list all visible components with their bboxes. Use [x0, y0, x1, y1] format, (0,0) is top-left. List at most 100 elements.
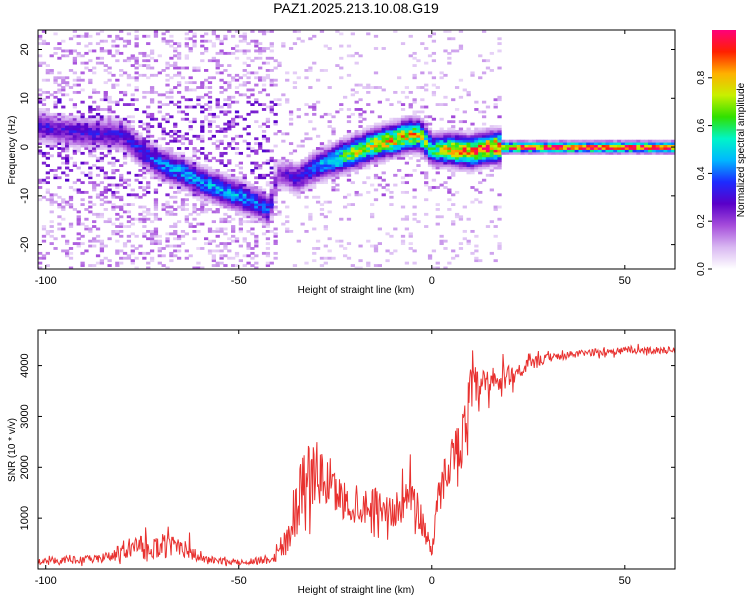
heatmap-cell: [296, 37, 301, 41]
heatmap-cell: [451, 256, 456, 260]
heatmap-cell: [231, 234, 236, 238]
heatmap-cell: [153, 205, 159, 209]
heatmap-cell: [327, 151, 332, 155]
heatmap-cell: [285, 159, 290, 163]
heatmap-cell: [61, 198, 66, 202]
heatmap-cell: [180, 186, 186, 189]
heatmap-cell: [126, 234, 132, 238]
heatmap-cell: [339, 159, 344, 163]
heatmap-cell: [242, 61, 247, 65]
heatmap-cell: [72, 142, 78, 146]
heatmap-cell: [551, 139, 556, 143]
heatmap-cell: [362, 110, 367, 114]
heatmap-cell: [269, 110, 274, 114]
heatmap-cell: [373, 264, 379, 267]
heatmap-cell: [315, 173, 321, 177]
heatmap-cell: [45, 142, 50, 146]
heatmap-cell: [296, 166, 301, 170]
heatmap-cell: [149, 73, 155, 77]
heatmap-cell: [231, 95, 236, 99]
heatmap-cell: [342, 139, 348, 143]
heatmap-cell: [68, 156, 74, 160]
heatmap-cell: [65, 54, 70, 58]
heatmap-cell: [41, 125, 47, 128]
heatmap-cell: [323, 147, 328, 150]
heatmap-cell: [142, 171, 147, 175]
heatmap-cell: [339, 44, 344, 48]
heatmap-cell: [400, 137, 406, 141]
heatmap-cell: [563, 142, 568, 146]
heatmap-cell: [95, 112, 101, 116]
heatmap-cell: [107, 200, 112, 204]
heatmap-cell: [539, 139, 545, 143]
heatmap-cell: [219, 186, 224, 189]
heatmap-cell: [88, 59, 93, 63]
heatmap-cell: [512, 142, 518, 146]
heatmap-cell: [122, 178, 128, 182]
heatmap-cell: [227, 200, 232, 204]
heatmap-cell: [231, 117, 236, 121]
heatmap-cell: [254, 254, 259, 258]
heatmap-cell: [103, 134, 108, 138]
heatmap-cell: [605, 151, 610, 155]
heatmap-cell: [385, 183, 390, 187]
heatmap-cell: [277, 210, 282, 214]
heatmap-cell: [323, 178, 328, 182]
heatmap-cell: [122, 120, 128, 124]
heatmap-cell: [331, 166, 336, 170]
heatmap-cell: [142, 139, 147, 143]
heatmap-cell: [215, 115, 220, 119]
heatmap-cell: [308, 66, 313, 70]
heatmap-cell: [331, 144, 336, 148]
heatmap-cell: [296, 108, 301, 111]
heatmap-cell: [165, 73, 170, 77]
heatmap-cell: [312, 181, 317, 185]
heatmap-cell: [462, 161, 467, 165]
heatmap-cell: [578, 139, 583, 143]
heatmap-cell: [80, 115, 85, 119]
heatmap-cell: [149, 98, 155, 102]
heatmap-cell: [254, 198, 259, 202]
heatmap-cell: [377, 151, 382, 155]
heatmap-cell: [80, 127, 85, 131]
heatmap-cell: [497, 247, 502, 250]
heatmap-cell: [99, 190, 105, 194]
heatmap-cell: [508, 149, 514, 153]
heatmap-cell: [308, 120, 313, 124]
heatmap-cell: [246, 229, 251, 233]
heatmap-cell: [505, 147, 510, 150]
heatmap-cell: [119, 129, 124, 133]
heatmap-cell: [462, 129, 467, 133]
heatmap-cell: [408, 120, 413, 124]
heatmap-cell: [234, 186, 240, 189]
heatmap-cell: [439, 139, 444, 143]
heatmap-cell: [165, 142, 170, 146]
heatmap-cell: [153, 215, 159, 219]
heatmap-cell: [304, 171, 309, 175]
heatmap-cell: [57, 151, 62, 155]
heatmap-cell: [474, 147, 479, 150]
heatmap-cell: [165, 66, 170, 70]
heatmap-cell: [107, 137, 112, 141]
heatmap-cell: [312, 112, 317, 116]
heatmap-cell: [176, 51, 182, 55]
heatmap-cell: [196, 195, 201, 199]
heatmap-cell: [339, 154, 344, 158]
heatmap-cell: [188, 166, 193, 170]
heatmap-cell: [173, 229, 178, 233]
heatmap-cell: [420, 147, 425, 150]
heatmap-cell: [254, 266, 259, 270]
heatmap-cell: [138, 125, 143, 128]
heatmap-cell: [231, 181, 236, 185]
heatmap-cell: [227, 103, 232, 106]
heatmap-cell: [211, 256, 216, 260]
heatmap-cell: [439, 76, 444, 80]
heatmap-cell: [485, 151, 491, 155]
heatmap-cell: [49, 142, 54, 146]
heatmap-cell: [219, 254, 224, 258]
heatmap-cell: [474, 256, 479, 260]
heatmap-cell: [381, 171, 386, 175]
heatmap-cell: [277, 61, 282, 65]
heatmap-cell: [393, 139, 398, 143]
